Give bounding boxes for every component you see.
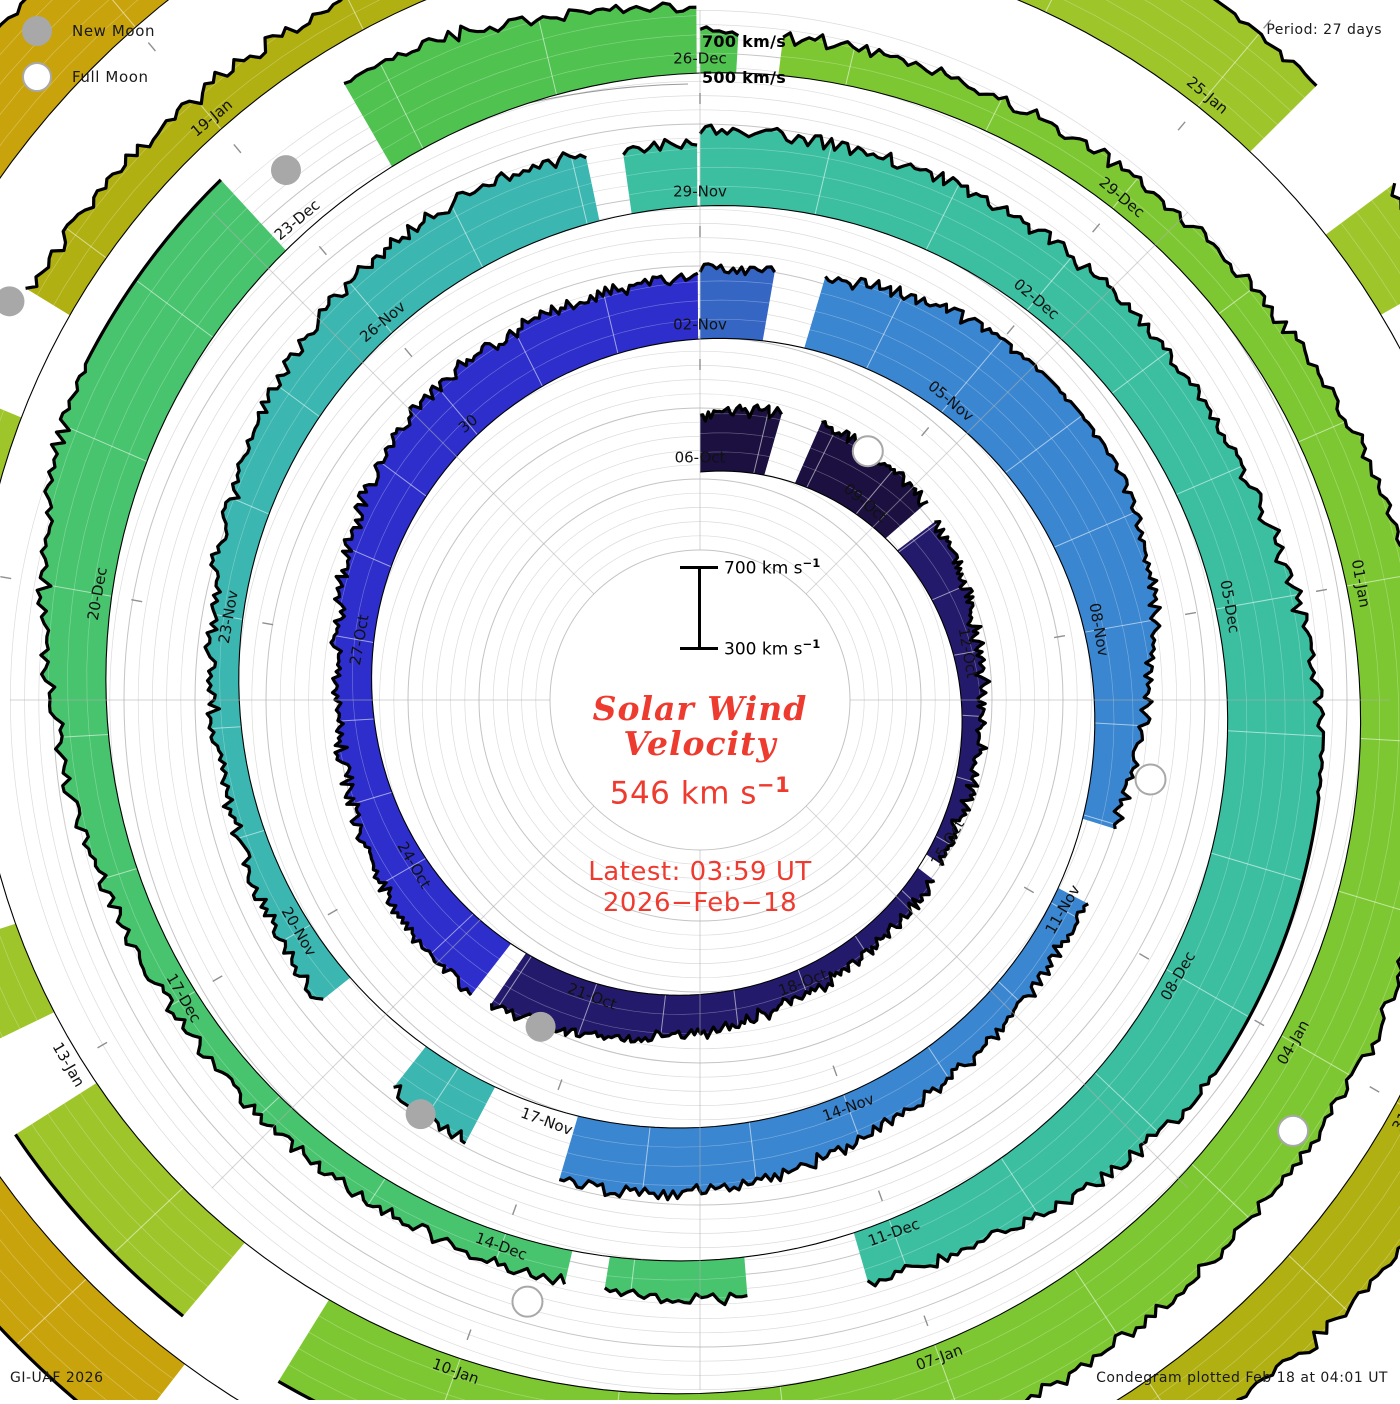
velocity-scale-bar: 700 km s−1 300 km s−1 <box>676 556 876 660</box>
full-moon-marker <box>511 1285 544 1318</box>
date-label: 26-Dec <box>673 50 727 68</box>
axis-callout-outer: 700 km/s <box>702 32 787 51</box>
readout-value-line: 546 km s−1 <box>420 772 980 811</box>
scale-bar-top-value: 700 <box>724 558 757 579</box>
full-moon-marker <box>851 435 884 468</box>
axis-callout-inner: 500 km/s <box>702 68 787 87</box>
readout-title-line2: Velocity <box>623 723 777 763</box>
scale-bar-top-unit: km s <box>761 558 803 579</box>
new-moon-marker <box>405 1099 436 1130</box>
readout-value-exponent: −1 <box>756 771 791 797</box>
date-label: 13-Jan <box>49 1039 89 1090</box>
credit-label: GI-UAF 2026 <box>10 1370 104 1386</box>
scale-bar-bottom-exponent: −1 <box>802 637 821 651</box>
date-label: 06-Oct <box>675 449 726 467</box>
legend-label-full-moon: Full Moon <box>72 68 149 86</box>
new-moon-marker <box>525 1011 556 1042</box>
readout-latest: Latest: 03:59 UT 2026−Feb−18 <box>420 857 980 918</box>
period-label: Period: 27 days <box>1266 22 1382 38</box>
scale-bar-cap-top <box>680 566 718 569</box>
moon-legend: New Moon Full Moon <box>22 8 282 100</box>
new-moon-marker <box>270 155 301 186</box>
scale-bar-label-top: 700 km s−1 <box>724 556 820 579</box>
full-moon-marker <box>1277 1114 1310 1147</box>
scale-bar-cap-bottom <box>680 647 718 650</box>
full-moon-marker <box>1134 763 1167 796</box>
readout-value: 546 <box>609 775 671 812</box>
plotted-timestamp-label: Condegram plotted Feb 18 at 04:01 UT <box>1096 1370 1388 1386</box>
legend-item-full-moon: Full Moon <box>22 54 282 100</box>
date-label: 29-Nov <box>673 183 727 201</box>
full-moon-icon <box>22 62 52 92</box>
scale-bar-label-bottom: 300 km s−1 <box>724 637 820 660</box>
readout-latest-date: 2026−Feb−18 <box>602 887 798 918</box>
scale-bar-bottom-value: 300 <box>724 639 757 660</box>
new-moon-marker <box>0 286 25 317</box>
readout-title-line1: Solar Wind <box>592 689 808 728</box>
center-readout: Solar Wind Velocity 546 km s−1 Latest: 0… <box>420 689 980 919</box>
scale-bar-bottom-unit: km s <box>761 639 803 660</box>
readout-latest-time: Latest: 03:59 UT <box>588 857 812 888</box>
new-moon-icon <box>22 16 52 46</box>
scale-bar-stem <box>698 566 701 650</box>
date-label: 02-Nov <box>673 316 727 334</box>
date-label: 17-Nov <box>518 1104 575 1139</box>
readout-value-unit: km s <box>680 775 757 812</box>
moon-markers <box>0 155 1310 1318</box>
legend-item-new-moon: New Moon <box>22 8 282 54</box>
legend-label-new-moon: New Moon <box>72 22 156 40</box>
scale-bar-top-exponent: −1 <box>802 556 821 570</box>
date-label: 23-Dec <box>271 196 324 244</box>
